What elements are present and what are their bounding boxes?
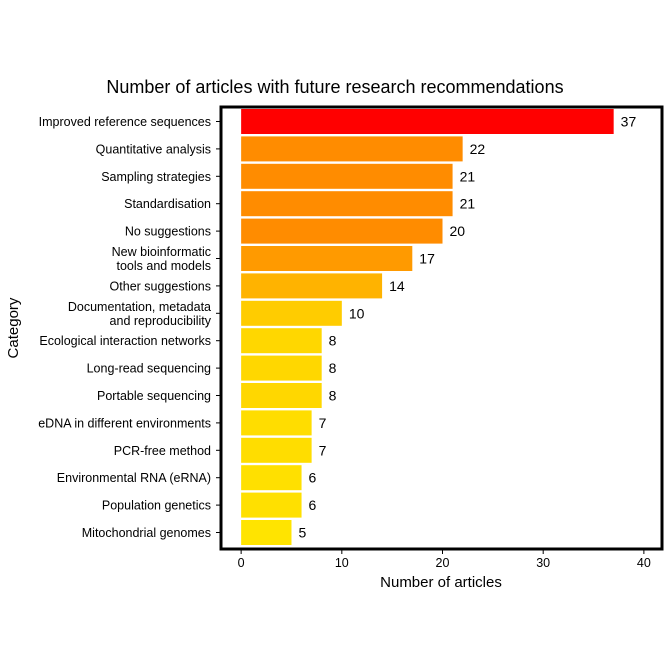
x-tick-label: 0 bbox=[238, 556, 245, 570]
bar-value-label: 37 bbox=[621, 114, 637, 130]
bar bbox=[241, 328, 322, 354]
category-label: Other suggestions bbox=[110, 279, 211, 293]
bar bbox=[241, 492, 302, 518]
category-label: eDNA in different environments bbox=[38, 416, 211, 430]
x-axis-title: Number of articles bbox=[380, 574, 502, 591]
bar bbox=[241, 520, 292, 545]
x-tick-label: 10 bbox=[335, 556, 349, 570]
plot-frame bbox=[219, 105, 664, 551]
category-labels-group: Improved reference sequences Quantitative… bbox=[38, 115, 212, 540]
bar bbox=[241, 109, 614, 134]
category-label: Ecological interaction networks bbox=[39, 334, 211, 348]
bar bbox=[241, 218, 443, 244]
bar-value-label: 6 bbox=[309, 497, 317, 513]
category-label: Quantitative analysis bbox=[96, 142, 211, 156]
bar bbox=[241, 136, 463, 162]
bar-value-label: 7 bbox=[319, 442, 327, 458]
bar-value-label: 21 bbox=[460, 168, 476, 184]
bar bbox=[241, 246, 413, 271]
bar bbox=[241, 163, 453, 189]
bar-value-label: 17 bbox=[419, 251, 435, 267]
category-label: Environmental RNA (eRNA) bbox=[57, 471, 211, 485]
x-tick-label: 40 bbox=[637, 556, 651, 570]
bar-value-label: 22 bbox=[470, 141, 486, 157]
bar-value-label: 21 bbox=[460, 196, 476, 212]
bar-value-label: 10 bbox=[349, 305, 365, 321]
bar-value-label: 6 bbox=[309, 470, 317, 486]
category-label: Documentation, metadata and reproducibili… bbox=[68, 300, 212, 328]
category-label: PCR-free method bbox=[114, 444, 211, 458]
bar-value-label: 8 bbox=[329, 360, 337, 376]
x-tick-label: 30 bbox=[536, 556, 550, 570]
bar-value-label: 8 bbox=[329, 388, 337, 404]
category-label: Long-read sequencing bbox=[87, 362, 211, 376]
bar-value-label: 5 bbox=[298, 525, 306, 541]
bar bbox=[241, 465, 302, 491]
bar bbox=[241, 355, 322, 381]
category-label: No suggestions bbox=[125, 225, 211, 239]
bar-value-label: 14 bbox=[389, 278, 405, 294]
category-label: Standardisation bbox=[124, 197, 211, 211]
bar bbox=[241, 191, 453, 217]
category-label: Improved reference sequences bbox=[39, 115, 211, 129]
category-label: Mitochondrial genomes bbox=[82, 526, 211, 540]
bar-value-label: 8 bbox=[329, 333, 337, 349]
bar bbox=[241, 273, 383, 299]
x-tick-label: 20 bbox=[436, 556, 450, 570]
y-axis-title: Category bbox=[5, 297, 22, 358]
bar bbox=[241, 383, 322, 408]
category-label: Portable sequencing bbox=[97, 389, 211, 403]
bar bbox=[241, 437, 312, 463]
bar-value-label: 7 bbox=[319, 415, 327, 431]
category-label: Sampling strategies bbox=[101, 170, 211, 184]
bar bbox=[241, 300, 342, 326]
category-label: New bioinformatic tools and models bbox=[112, 245, 211, 273]
bar bbox=[241, 410, 312, 436]
bars-group bbox=[241, 109, 614, 545]
bar-value-label: 20 bbox=[450, 223, 466, 239]
category-label: Population genetics bbox=[102, 499, 211, 513]
chart-title: Number of articles with future research … bbox=[106, 77, 563, 97]
